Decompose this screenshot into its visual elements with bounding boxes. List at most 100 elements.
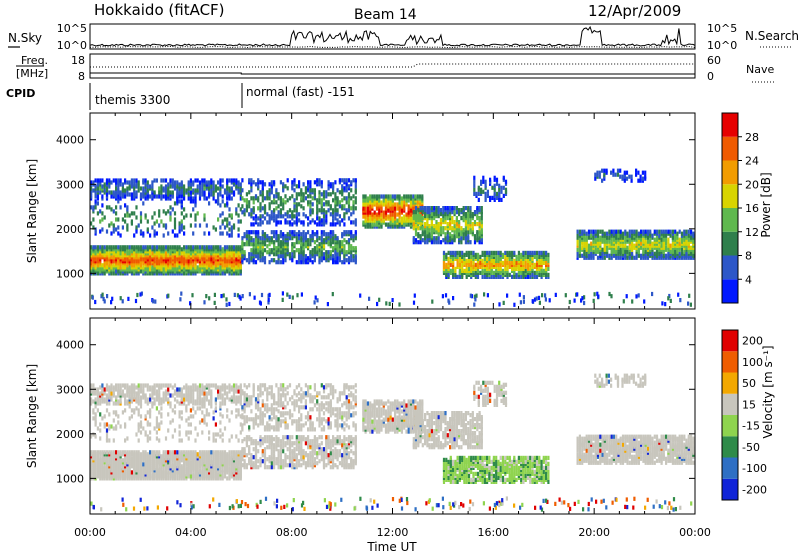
power-cell [318,252,321,257]
power-cell [554,292,557,297]
power-cell [137,184,140,189]
power-cell [334,250,337,255]
power-cell [479,260,482,265]
velocity-cell [192,472,195,477]
power-cell [304,186,307,191]
power-cell [495,177,499,182]
power-cell [403,206,406,211]
power-cell [293,178,296,183]
power-cell [286,220,289,225]
cpid-segment-1: themis 3300 [95,93,170,107]
power-cell [222,293,225,298]
power-cell [192,188,195,193]
power-cell [139,219,143,224]
power-cell [498,302,501,307]
power-cell [500,185,503,190]
power-cell [220,294,223,299]
power-cell [90,205,93,210]
power-cell [354,178,357,183]
power-cell [230,229,233,234]
power-cell [581,296,584,301]
power-cell [680,255,684,260]
power-cell [463,252,466,257]
power-cell [307,242,310,247]
power-cell [263,216,267,221]
power-cell [146,227,149,232]
power-cell [454,266,457,271]
power-cell [217,186,220,191]
power-cell [430,206,433,211]
power-cell [142,190,145,195]
power-cell [628,229,631,234]
power-cell [110,255,113,260]
power-cell [176,190,179,195]
power-cell [101,203,104,208]
power-cell [343,230,346,235]
power-cell [94,205,97,210]
power-cell [284,194,287,199]
power-cell [478,240,481,245]
power-cell [453,220,456,225]
power-cell [451,234,454,239]
power-cell [223,203,227,208]
power-cell [380,212,383,217]
power-cell [325,232,328,237]
power-cell [142,253,145,258]
power-cell [228,178,231,183]
power-cell [417,226,420,231]
power-cell [189,245,192,250]
beam-title: Beam 14 [354,7,417,23]
power-cell [612,168,615,173]
power-cell [626,231,629,236]
power-cell [518,292,521,297]
power-cell [298,248,301,253]
power-cell [307,200,310,205]
power-cell [309,188,312,193]
power-cell [421,194,424,199]
power-cell [291,222,294,227]
power-cell [662,253,665,258]
power-cell [623,170,626,175]
power-cell [341,232,344,237]
power-cell [300,196,303,201]
power-cell [649,229,652,234]
power-cell [336,256,339,261]
power-cell [183,215,186,220]
power-cell [467,250,471,255]
power-cell [263,182,267,187]
power-cell [225,302,228,307]
power-cell [304,214,307,219]
power-cell [653,251,656,256]
power-cell [387,222,390,227]
power-cell [151,215,154,220]
power-cell [214,188,217,193]
power-cell [194,245,197,250]
power-cell [596,229,600,234]
power-cell [671,229,674,234]
power-cell [603,231,606,236]
power-cell [483,260,486,265]
power-cell [334,234,337,239]
power-cell [245,192,248,197]
power-cell [639,174,642,179]
power-cell [504,254,507,259]
power-cell [473,294,476,299]
power-cell [669,229,672,234]
power-cell [155,178,158,183]
velocity-cell [187,450,190,455]
power-cell [117,231,120,236]
power-cell [304,190,307,195]
power-cell [524,260,527,265]
power-cell [476,268,480,273]
power-cell [692,231,695,236]
power-cell [583,300,586,306]
power-cell [428,232,431,237]
power-cell [223,245,227,250]
power-cell [189,178,192,183]
power-cell [336,236,339,241]
power-cell [309,208,312,213]
power-cell [298,212,301,217]
power-cell [139,186,143,191]
power-cell [341,184,344,189]
power-cell [259,180,262,185]
